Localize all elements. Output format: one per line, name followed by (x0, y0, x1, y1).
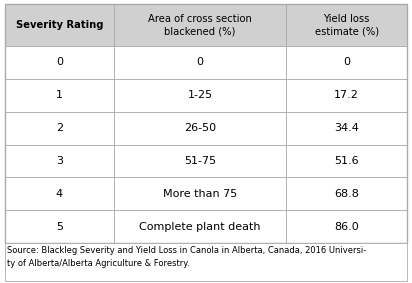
Text: Area of cross section
blackened (%): Area of cross section blackened (%) (148, 14, 252, 36)
Text: 4: 4 (56, 189, 63, 199)
Text: 17.2: 17.2 (334, 90, 359, 100)
Text: 0: 0 (56, 57, 63, 67)
Text: 1: 1 (56, 90, 63, 100)
Bar (114, 210, 286, 243)
Bar (286, 46, 407, 79)
Text: Complete plant death: Complete plant death (139, 222, 261, 231)
Bar (5, 4, 114, 46)
Bar (5, 210, 114, 243)
Text: Source: Blackleg Severity and Yield Loss in Canola in Alberta, Canada, 2016 Univ: Source: Blackleg Severity and Yield Loss… (7, 246, 366, 267)
Bar (5, 112, 114, 145)
Bar (286, 210, 407, 243)
Text: 51.6: 51.6 (335, 156, 359, 166)
Bar (5, 46, 114, 79)
Bar (114, 112, 286, 145)
Bar (5, 145, 114, 177)
Text: 1-25: 1-25 (187, 90, 213, 100)
Bar (286, 112, 407, 145)
Bar (114, 79, 286, 112)
Text: 0: 0 (197, 57, 204, 67)
Bar (5, 177, 114, 210)
Text: Severity Rating: Severity Rating (16, 20, 103, 30)
Text: 51-75: 51-75 (184, 156, 216, 166)
Bar (5, 79, 114, 112)
Bar (114, 46, 286, 79)
Bar (286, 79, 407, 112)
Bar (286, 177, 407, 210)
Text: 5: 5 (56, 222, 63, 231)
Bar (114, 177, 286, 210)
Bar (114, 145, 286, 177)
Text: More than 75: More than 75 (163, 189, 237, 199)
Bar (286, 145, 407, 177)
Text: 26-50: 26-50 (184, 123, 216, 133)
Text: 34.4: 34.4 (334, 123, 359, 133)
Bar (114, 4, 286, 46)
Text: 3: 3 (56, 156, 63, 166)
Text: 68.8: 68.8 (334, 189, 359, 199)
Bar (5, 243, 407, 281)
Text: 2: 2 (56, 123, 63, 133)
Bar (286, 4, 407, 46)
Bar (5, 4, 407, 243)
Text: Yield loss
estimate (%): Yield loss estimate (%) (315, 14, 379, 36)
Text: 0: 0 (343, 57, 350, 67)
Text: 86.0: 86.0 (334, 222, 359, 231)
